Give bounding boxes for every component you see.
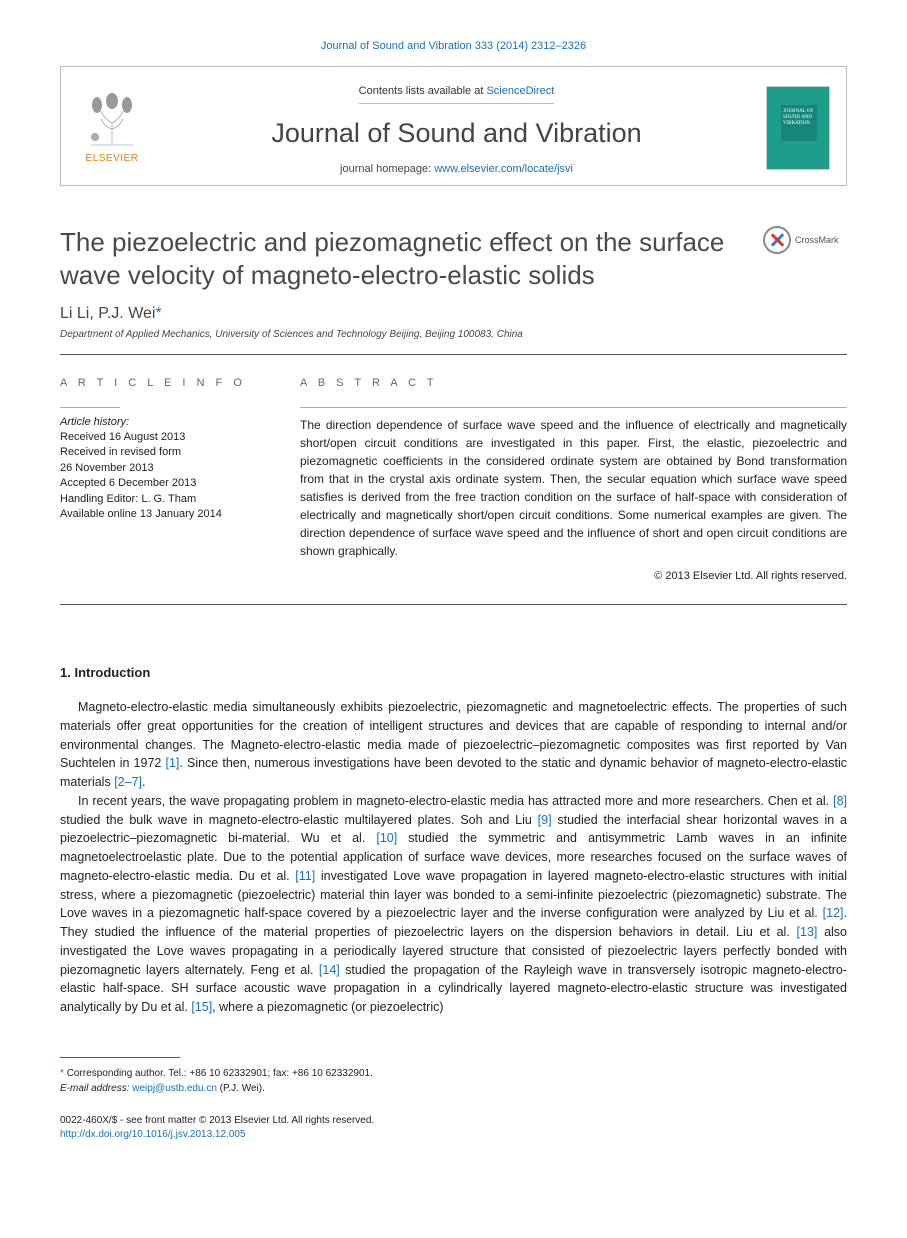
authors: Li Li, P.J. Wei* — [60, 305, 847, 323]
footnote-separator — [60, 1057, 180, 1058]
elsevier-tree-icon — [83, 93, 141, 151]
ref-11[interactable]: [11] — [295, 869, 315, 883]
section-heading: 1. Introduction — [60, 665, 847, 680]
doi-link[interactable]: http://dx.doi.org/10.1016/j.jsv.2013.12.… — [60, 1129, 246, 1140]
corresponding-mark: * — [155, 305, 161, 322]
email-link[interactable]: weipj@ustb.edu.cn — [132, 1083, 217, 1094]
article-info-column: A R T I C L E I N F O Article history: R… — [60, 377, 260, 582]
history-line-3: Accepted 6 December 2013 — [60, 476, 260, 491]
email-label: E-mail address: — [60, 1083, 132, 1094]
email-author: (P.J. Wei). — [217, 1083, 265, 1094]
divider-top — [60, 354, 847, 355]
bottom-block: 0022-460X/$ - see front matter © 2013 El… — [60, 1114, 847, 1142]
ref-10[interactable]: [10] — [376, 831, 397, 845]
history-line-2: 26 November 2013 — [60, 461, 260, 476]
ref-8[interactable]: [8] — [833, 794, 847, 808]
header-box: ELSEVIER Contents lists available at Sci… — [60, 66, 847, 186]
contents-prefix: Contents lists available at — [359, 85, 487, 97]
paragraph-2: In recent years, the wave propagating pr… — [60, 792, 847, 1017]
history-line-0: Received 16 August 2013 — [60, 430, 260, 445]
corresponding-tel: +86 10 62332901; fax: +86 10 62332901. — [189, 1068, 373, 1079]
publisher-name: ELSEVIER — [77, 153, 147, 164]
abstract-text: The direction dependence of surface wave… — [300, 416, 847, 560]
top-citation: Journal of Sound and Vibration 333 (2014… — [60, 40, 847, 52]
cover-text: JOURNAL OF SOUND AND VIBRATION — [783, 109, 829, 127]
ref-1[interactable]: [1] — [165, 756, 179, 770]
author-names: Li Li, P.J. Wei — [60, 305, 155, 322]
divider-bottom — [60, 604, 847, 605]
homepage-prefix: journal homepage: — [340, 163, 434, 175]
journal-cover-thumb: JOURNAL OF SOUND AND VIBRATION — [766, 86, 830, 170]
article-title: The piezoelectric and piezomagnetic effe… — [60, 226, 743, 291]
homepage-line: journal homepage: www.elsevier.com/locat… — [165, 163, 748, 175]
paragraph-1: Magneto-electro-elastic media simultaneo… — [60, 698, 847, 792]
ref-12[interactable]: [12] — [823, 906, 844, 920]
crossmark-icon — [763, 226, 791, 254]
issn-line: 0022-460X/$ - see front matter © 2013 El… — [60, 1114, 847, 1128]
ref-9[interactable]: [9] — [538, 813, 552, 827]
header-center: Contents lists available at ScienceDirec… — [165, 81, 748, 175]
footnote: * Corresponding author. Tel.: +86 10 623… — [60, 1066, 847, 1096]
journal-name: Journal of Sound and Vibration — [165, 118, 748, 149]
body-text: Magneto-electro-elastic media simultaneo… — [60, 698, 847, 1017]
info-label: A R T I C L E I N F O — [60, 377, 260, 389]
abstract-column: A B S T R A C T The direction dependence… — [300, 377, 847, 582]
abstract-label: A B S T R A C T — [300, 377, 847, 389]
ref-2-7[interactable]: [2–7] — [114, 775, 142, 789]
history-label: Article history: — [60, 416, 260, 428]
crossmark-label: CrossMark — [795, 235, 839, 245]
affiliation: Department of Applied Mechanics, Univers… — [60, 329, 847, 340]
contents-line: Contents lists available at ScienceDirec… — [359, 85, 555, 104]
ref-14[interactable]: [14] — [319, 963, 340, 977]
crossmark-badge[interactable]: CrossMark — [763, 226, 847, 254]
history-line-1: Received in revised form — [60, 445, 260, 460]
ref-15[interactable]: [15] — [191, 1000, 212, 1014]
footnote-star: * — [60, 1068, 64, 1079]
elsevier-logo: ELSEVIER — [77, 93, 147, 164]
ref-13[interactable]: [13] — [797, 925, 818, 939]
corresponding-label: Corresponding author. Tel.: — [67, 1068, 190, 1079]
copyright: © 2013 Elsevier Ltd. All rights reserved… — [300, 570, 847, 582]
history-line-4: Handling Editor: L. G. Tham — [60, 492, 260, 507]
sciencedirect-link[interactable]: ScienceDirect — [486, 85, 554, 97]
homepage-link[interactable]: www.elsevier.com/locate/jsvi — [434, 163, 573, 175]
history-line-5: Available online 13 January 2014 — [60, 507, 260, 522]
